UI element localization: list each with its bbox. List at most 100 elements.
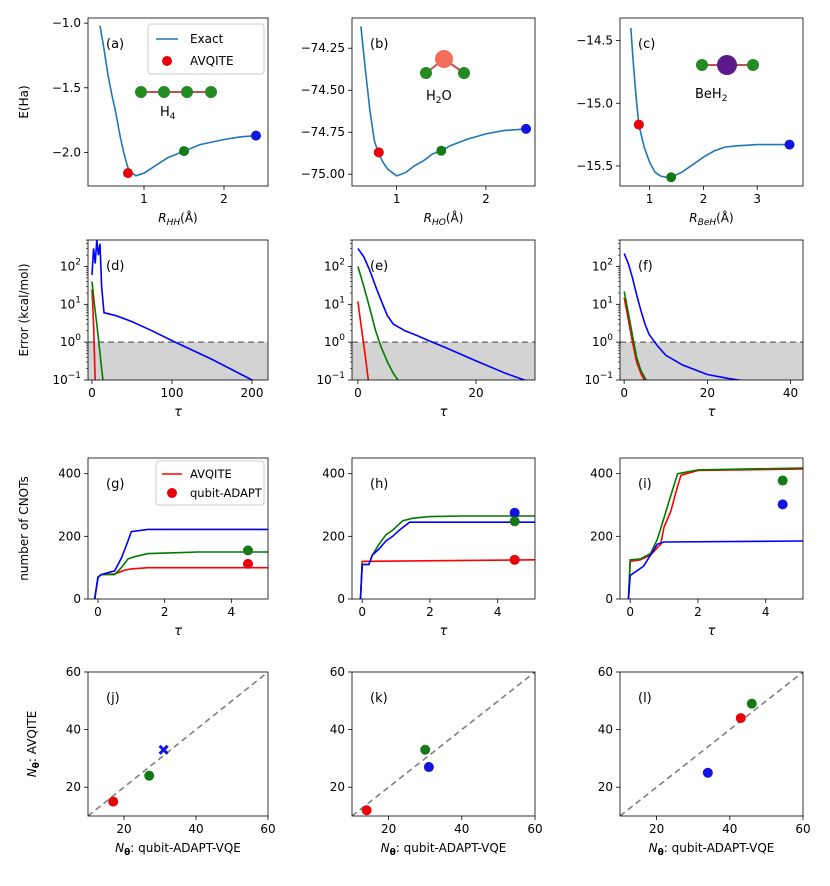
y-tick-label: 400	[322, 467, 345, 481]
x-tick-label: 2	[694, 605, 702, 619]
x-axis-label: τ	[174, 624, 182, 639]
data-point	[243, 545, 253, 556]
x-tick-label: 2	[220, 192, 228, 206]
x-tick-label: 3	[753, 192, 761, 206]
x-tick-label: 2	[161, 605, 169, 619]
panel-label-f: (f)	[638, 259, 653, 274]
hydrogen-atom	[458, 67, 470, 79]
plot-area-b	[360, 26, 527, 177]
y-tick-label: 60	[330, 665, 345, 679]
panel-label-h: (h)	[370, 477, 388, 492]
x-tick-label: 100	[161, 386, 184, 400]
data-point	[746, 698, 757, 709]
plot-area-f	[620, 253, 803, 380]
legend-marker-qubit-adapt	[167, 488, 177, 498]
panel-g: 0 2 4 0 200 400 (g) τ number of CNOTs AVQITE qubit…	[17, 457, 269, 639]
y-tick-label: 101	[60, 295, 81, 311]
y-tick-label: −74.50	[301, 83, 345, 97]
series-line-blue	[359, 521, 535, 599]
y-tick-label: 40	[66, 723, 81, 737]
x-tick-label: 60	[527, 822, 542, 836]
x-tick-label: 200	[241, 386, 264, 400]
data-marker-x	[158, 744, 169, 755]
y-tick-label: −15.5	[576, 159, 613, 173]
x-axis-label: τ	[708, 624, 716, 639]
x-axis-label: Nθ: qubit-ADAPT-VQE	[649, 841, 775, 858]
x-axis-label: RHO(Å)	[424, 210, 464, 228]
hydrogen-atom	[158, 86, 170, 98]
molecule-h4: H4	[135, 86, 217, 122]
data-point	[108, 796, 119, 807]
legend-label: AVQITE	[190, 467, 232, 481]
y-tick-label: 100	[60, 333, 81, 349]
data-point	[735, 713, 746, 724]
diagonal-line	[620, 672, 803, 816]
y-tick-label: 10−1	[52, 371, 81, 387]
y-tick-label: 40	[330, 723, 345, 737]
data-point	[509, 554, 520, 565]
panel-label-i: (i)	[638, 477, 652, 492]
plot-area-k	[352, 672, 535, 816]
series-line-red	[357, 301, 370, 380]
y-tick-label: −75.00	[301, 167, 345, 181]
plot-area-g	[93, 528, 268, 599]
x-axis-label: RHH(Å)	[158, 210, 197, 228]
panel-e: 0 20 10−1 100 101 102 (e) τ	[316, 239, 536, 420]
y-tick-label: 60	[66, 665, 81, 679]
y-tick-label: 101	[592, 295, 613, 311]
y-axis-label: Nθ: AVQITE	[25, 711, 42, 778]
series-line-red	[93, 566, 268, 599]
x-axis-label: τ	[708, 405, 716, 420]
y-tick-label: 0	[73, 592, 81, 606]
series-line-red	[623, 297, 646, 380]
y-tick-label: 10−1	[584, 371, 613, 387]
below-threshold-region	[620, 342, 803, 380]
x-axis-label: Nθ: qubit-ADAPT-VQE	[381, 841, 507, 858]
x-tick-label: 0	[620, 386, 628, 400]
plot-area-i	[627, 467, 803, 599]
x-tick-label: 1	[140, 192, 148, 206]
axes-frame	[351, 457, 536, 600]
data-point	[633, 119, 644, 130]
hydrogen-atom	[747, 59, 759, 71]
y-tick-label: 200	[58, 529, 81, 543]
panel-label-k: (k)	[370, 691, 388, 706]
data-point	[144, 770, 155, 781]
exact-curve	[360, 26, 527, 177]
panel-label-b: (b)	[370, 37, 388, 52]
panel-label-g: (g)	[106, 477, 124, 492]
panel-i: 0 2 4 0 200 400 (i) τ	[590, 457, 804, 639]
y-tick-label: 102	[592, 257, 613, 273]
data-point	[521, 123, 532, 134]
data-point	[423, 762, 434, 773]
y-tick-label: −1.0	[52, 16, 81, 30]
series-line-green	[359, 515, 535, 599]
panel-label-d: (d)	[106, 259, 124, 274]
panel-label-l: (l)	[638, 691, 652, 706]
data-point	[702, 767, 713, 778]
x-tick-label: 40	[722, 822, 737, 836]
legend-label: AVQITE	[190, 54, 234, 68]
series-line-blue	[627, 540, 803, 599]
y-tick-label: 101	[324, 295, 345, 311]
panel-l: 20 40 60 20 40 60 (l) Nθ: qubit-ADAPT-VQE	[598, 665, 811, 858]
x-axis-label: τ	[174, 405, 182, 420]
y-tick-label: −2.0	[52, 145, 81, 159]
panel-c: 1 2 3 −15.5 −15.0 −14.5 (c) RBeH(Å) BeH2	[576, 17, 804, 228]
y-tick-label: 20	[330, 780, 345, 794]
y-tick-label: −74.25	[301, 41, 345, 55]
panel-k: 20 40 60 20 40 60 (k) Nθ: qubit-ADAPT-VQE	[330, 665, 543, 858]
y-tick-label: 200	[590, 529, 613, 543]
below-threshold-region	[88, 342, 268, 380]
data-point	[666, 172, 677, 183]
x-tick-label: 20	[381, 822, 396, 836]
plot-area-j	[88, 672, 268, 816]
plot-area-a	[99, 25, 257, 177]
plot-area-h	[359, 515, 535, 599]
legend: AVQITE qubit-ADAPT	[155, 460, 265, 506]
x-tick-label: 20	[468, 386, 483, 400]
y-axis-label: E(Ha)	[17, 85, 31, 118]
series-line-blue	[357, 247, 527, 380]
y-tick-label: 102	[324, 257, 345, 273]
panel-f: 0 20 40 10−1 100 101 102 (f) τ	[584, 239, 804, 420]
